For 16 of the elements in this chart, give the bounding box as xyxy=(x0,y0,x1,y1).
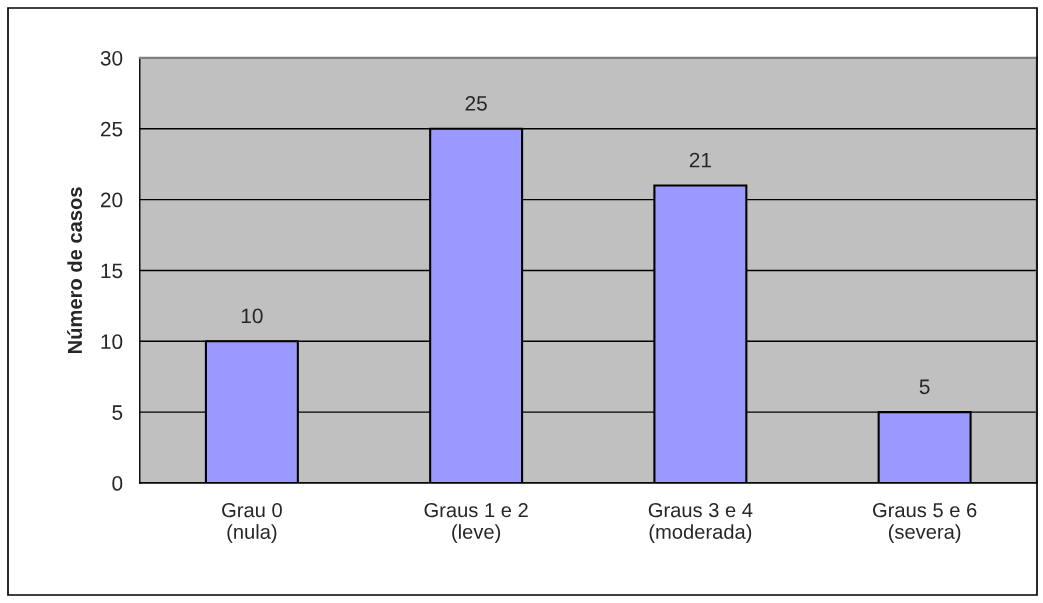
y-axis-title: Número de casos xyxy=(67,187,83,354)
data-label: 25 xyxy=(465,95,487,111)
y-tick-label: 30 xyxy=(100,50,123,66)
x-tick-label: Graus 3 e 4 (moderada) xyxy=(648,502,753,543)
x-tick-label: Graus 1 e 2 (leve) xyxy=(424,502,528,543)
y-tick-label: 0 xyxy=(112,476,123,491)
data-label: 10 xyxy=(241,308,263,324)
y-tick-label: 25 xyxy=(100,121,123,137)
y-tick-label: 20 xyxy=(100,192,123,208)
x-tick-label: Graus 5 e 6 (severa) xyxy=(873,502,977,543)
data-label: 5 xyxy=(919,379,930,395)
data-label: 21 xyxy=(689,152,711,168)
y-tick-label: 5 xyxy=(112,405,123,420)
y-tick-label: 10 xyxy=(101,334,123,350)
y-tick-label: 15 xyxy=(101,263,123,279)
x-tick-label: Grau 0 (nula) xyxy=(222,502,282,543)
